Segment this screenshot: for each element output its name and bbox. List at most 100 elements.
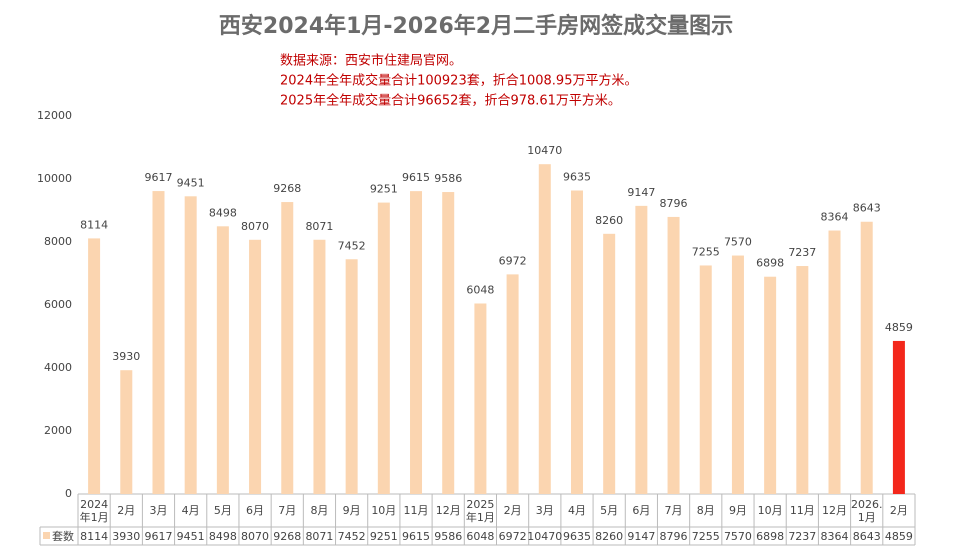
bar <box>120 370 133 494</box>
data-label: 6048 <box>466 283 494 296</box>
x-tick-label: 4月 <box>567 504 586 517</box>
bar <box>667 216 680 494</box>
bar <box>88 238 101 494</box>
table-value: 7570 <box>724 530 752 543</box>
table-value: 6898 <box>756 530 784 543</box>
table-value: 8498 <box>209 530 237 543</box>
data-label: 9451 <box>177 176 205 189</box>
x-tick-label: 9月 <box>728 504 747 517</box>
data-label: 9617 <box>144 171 172 184</box>
x-tick-label: 6月 <box>632 504 651 517</box>
data-label: 4859 <box>885 321 913 334</box>
x-tick-label: 8月 <box>696 504 715 517</box>
bar <box>249 239 262 494</box>
y-tick-label: 8000 <box>44 235 72 248</box>
data-label: 8114 <box>80 218 108 231</box>
bar <box>345 259 358 494</box>
data-label: 9586 <box>434 172 462 185</box>
table-value: 10470 <box>527 530 562 543</box>
table-value: 8114 <box>80 530 108 543</box>
x-tick-label: 10月 <box>757 504 783 517</box>
data-label: 7570 <box>724 236 752 249</box>
bar <box>764 276 777 494</box>
bar <box>796 266 809 494</box>
data-label: 9268 <box>273 182 301 195</box>
bar <box>506 274 519 494</box>
data-label: 10470 <box>527 144 562 157</box>
legend-swatch <box>43 532 50 539</box>
bar <box>570 190 583 494</box>
bar <box>377 202 390 494</box>
bar <box>699 265 712 494</box>
annotation: 数据来源：西安市住建局官网。 <box>280 53 462 69</box>
x-tick-label: 10月 <box>371 504 397 517</box>
bar <box>731 255 744 494</box>
bar <box>410 191 423 494</box>
table-value: 9451 <box>177 530 205 543</box>
annotation: 2024年全年成交量合计100923套，折合1008.95万平方米。 <box>280 73 637 89</box>
data-label: 9251 <box>370 183 398 196</box>
y-tick-label: 6000 <box>44 298 72 311</box>
bar <box>474 303 487 494</box>
x-tick-label: 2月 <box>503 504 522 517</box>
legend-label: 套数 <box>52 530 74 543</box>
data-label: 8498 <box>209 206 237 219</box>
bar <box>860 221 873 495</box>
table-value: 7255 <box>692 530 720 543</box>
x-tick-label: 6月 <box>246 504 265 517</box>
x-tick-label: 2024 年1月 <box>79 497 109 524</box>
bar <box>442 192 455 494</box>
data-label: 8071 <box>305 220 333 233</box>
bar <box>216 226 229 495</box>
table-value: 8796 <box>660 530 688 543</box>
table-value: 9147 <box>627 530 655 543</box>
y-tick-label: 10000 <box>37 172 72 185</box>
x-tick-label: 12月 <box>435 504 461 517</box>
table-value: 8643 <box>853 530 881 543</box>
bar <box>635 205 648 494</box>
bar <box>152 191 165 494</box>
bar <box>281 202 294 495</box>
x-tick-label: 8月 <box>310 504 329 517</box>
y-tick-label: 4000 <box>44 361 72 374</box>
x-tick-label: 2月 <box>117 504 136 517</box>
table-value: 9251 <box>370 530 398 543</box>
data-label: 9635 <box>563 170 591 183</box>
x-tick-label: 9月 <box>342 504 361 517</box>
table-value: 9268 <box>273 530 301 543</box>
table-value: 9617 <box>144 530 172 543</box>
x-tick-label: 5月 <box>213 504 232 517</box>
bar <box>538 164 551 494</box>
y-tick-label: 2000 <box>44 424 72 437</box>
data-label: 7237 <box>788 246 816 259</box>
data-label: 8796 <box>660 197 688 210</box>
table-value: 8260 <box>595 530 623 543</box>
x-tick-label: 7月 <box>664 504 683 517</box>
x-tick-label: 11月 <box>789 504 815 517</box>
y-tick-label: 12000 <box>37 109 72 122</box>
data-label: 8260 <box>595 214 623 227</box>
data-label: 8643 <box>853 202 881 215</box>
x-tick-label: 2月 <box>889 504 908 517</box>
data-label: 9615 <box>402 171 430 184</box>
data-label: 8070 <box>241 220 269 233</box>
bar <box>828 230 841 494</box>
x-tick-label: 7月 <box>278 504 297 517</box>
x-tick-label: 3月 <box>535 504 554 517</box>
x-tick-label: 2025 年1月 <box>465 497 495 524</box>
bar <box>313 239 326 494</box>
data-label: 3930 <box>112 350 140 363</box>
annotation: 2025年全年成交量合计96652套，折合978.61万平方米。 <box>280 93 621 109</box>
x-tick-label: 12月 <box>822 504 848 517</box>
table-value: 8071 <box>305 530 333 543</box>
table-value: 6048 <box>466 530 494 543</box>
data-label: 7452 <box>338 239 366 252</box>
chart-title: 西安2024年1月-2026年2月二手房网签成交量图示 <box>219 13 733 39</box>
x-tick-label: 5月 <box>600 504 619 517</box>
data-label: 9147 <box>627 186 655 199</box>
data-label: 7255 <box>692 245 720 258</box>
table-value: 4859 <box>885 530 913 543</box>
x-tick-label: 11月 <box>403 504 429 517</box>
